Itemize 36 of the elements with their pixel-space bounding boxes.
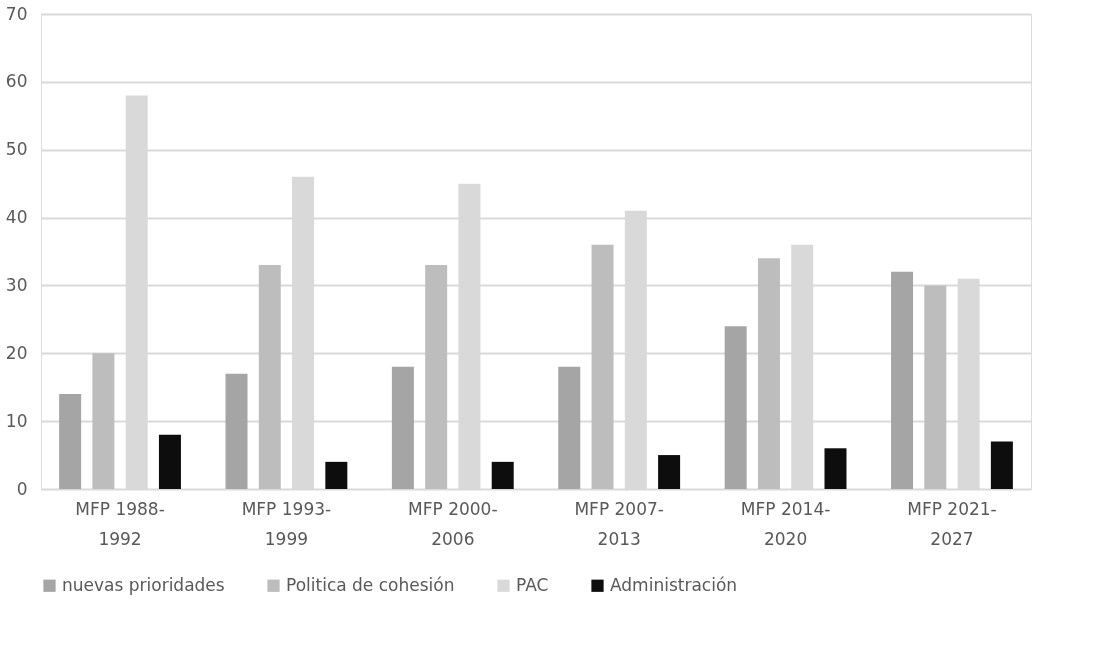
bar (990, 441, 1013, 489)
bar (425, 265, 448, 489)
bar (59, 394, 82, 489)
bar (258, 265, 281, 489)
y-tick-label: 60 (5, 71, 28, 92)
y-tick-label: 40 (5, 207, 28, 228)
x-tick-label: MFP 2000- 2006 (408, 498, 498, 549)
bar (325, 461, 348, 489)
y-tick-label: 50 (5, 139, 28, 160)
x-tick-label: MFP 2021- 2027 (907, 498, 997, 549)
bar (924, 285, 947, 489)
bar (92, 353, 115, 489)
bar (391, 366, 414, 489)
legend-label: Administración (610, 574, 738, 595)
bar (824, 448, 847, 489)
bar (658, 455, 681, 489)
legend-label: Politica de cohesión (286, 574, 455, 595)
x-tick-label: MFP 1988- 1992 (75, 498, 165, 549)
y-tick-label: 20 (5, 342, 28, 363)
bar (491, 461, 514, 489)
bar (724, 326, 747, 489)
legend-label: PAC (516, 574, 549, 595)
x-tick-label: MFP 2007- 2013 (574, 498, 664, 549)
y-tick-label: 70 (5, 3, 28, 24)
bar (591, 244, 614, 489)
x-tick-label: MFP 2014- 2020 (740, 498, 831, 549)
x-tick-label: MFP 1993- 1999 (241, 498, 332, 549)
y-tick-label: 30 (5, 274, 28, 295)
bar (558, 366, 581, 489)
bar (757, 258, 780, 489)
y-tick-label: 10 (5, 410, 28, 431)
bar (158, 434, 181, 489)
bar (225, 373, 248, 489)
legend-label: nuevas prioridades (62, 574, 225, 595)
bar (891, 271, 914, 489)
y-tick-label: 0 (16, 478, 28, 499)
